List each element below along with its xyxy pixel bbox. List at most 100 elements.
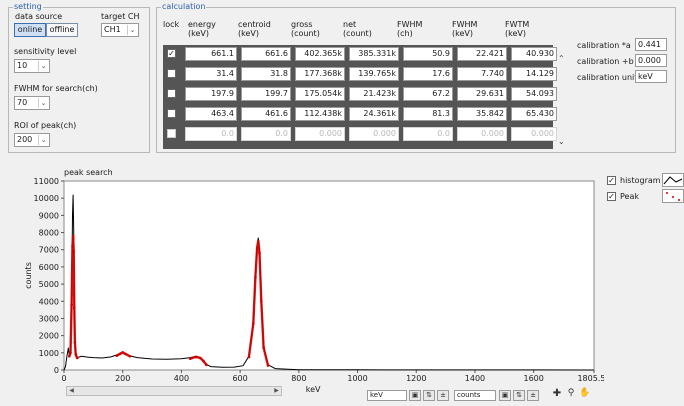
cell-fwhm-ch[interactable]: 50.9: [403, 47, 453, 61]
cell-fwhm-ch[interactable]: 17.6: [403, 67, 453, 81]
cell-net[interactable]: 24.361k: [349, 107, 399, 121]
lock-checkbox[interactable]: [167, 109, 176, 118]
x-unit-field[interactable]: keV: [367, 390, 407, 401]
histogram-legend-checkbox[interactable]: ✓: [607, 176, 616, 185]
cell-fwhm-kev[interactable]: 22.421: [457, 47, 507, 61]
peak-point: [71, 244, 74, 248]
cell-gross[interactable]: 402.365k: [295, 47, 345, 61]
x-autoscale-icon[interactable]: ⇅: [423, 390, 435, 401]
table-row: 0.0 0.0 0.000 0.000 0.0 0.000 0.000: [163, 126, 557, 142]
peak-point: [73, 341, 77, 344]
roi-select[interactable]: 200 ⌄: [14, 133, 50, 147]
peak-point: [118, 352, 122, 356]
scroll-right-icon[interactable]: ▶: [274, 387, 279, 394]
cell-fwhm-ch[interactable]: 67.2: [403, 87, 453, 101]
header-centroid: centroid (keV): [238, 20, 271, 38]
histogram-legend-swatch[interactable]: [662, 173, 684, 187]
cell-net[interactable]: 385.331k: [349, 47, 399, 61]
cell-centroid[interactable]: 0.0: [241, 127, 291, 141]
lock-checkbox[interactable]: [167, 69, 176, 78]
cell-net[interactable]: 21.423k: [349, 87, 399, 101]
x-lock-icon[interactable]: ▣: [409, 390, 421, 401]
x-format-icon[interactable]: ±: [437, 390, 449, 401]
cell-energy[interactable]: 31.4: [185, 67, 237, 81]
y-tick-label: 2000: [39, 332, 59, 341]
calibration-unit-field[interactable]: keV: [635, 70, 667, 83]
cell-centroid[interactable]: 31.8: [241, 67, 291, 81]
target-ch-label: target CH: [101, 12, 140, 21]
cell-centroid[interactable]: 461.6: [241, 107, 291, 121]
peak-point: [247, 355, 251, 359]
peak-point: [202, 359, 205, 363]
peak-point: [124, 352, 127, 356]
cell-fwhm-kev[interactable]: 35.842: [457, 107, 507, 121]
calibration-a-label: calibration *a: [577, 41, 631, 50]
peak-point: [115, 354, 119, 358]
cell-centroid[interactable]: 199.7: [241, 87, 291, 101]
fwhm-search-label: FWHM for search(ch): [14, 84, 98, 93]
plot-background: [63, 180, 595, 371]
roi-value: 200: [17, 135, 33, 144]
y-tick-label: 7000: [39, 246, 59, 255]
y-lock-icon[interactable]: ▣: [499, 390, 511, 401]
header-gross: gross (count): [291, 20, 320, 38]
peak-point: [74, 353, 78, 356]
cursor-icon[interactable]: ✚: [552, 388, 562, 399]
peak-point: [72, 250, 75, 253]
x-tick-label: 200: [115, 374, 130, 383]
lock-checkbox[interactable]: ✓: [167, 49, 176, 58]
cell-gross[interactable]: 175.054k: [295, 87, 345, 101]
offline-button[interactable]: offline: [46, 23, 78, 37]
cell-fwtm[interactable]: 54.093: [511, 87, 557, 101]
y-autoscale-icon[interactable]: ⇅: [513, 390, 525, 401]
cell-fwtm[interactable]: 40.930: [511, 47, 557, 61]
calibration-b-field[interactable]: 0.000: [635, 54, 667, 67]
cell-fwhm-kev[interactable]: 0.000: [457, 127, 507, 141]
x-tick-label: 1400: [465, 374, 485, 383]
chevron-down-icon: ⌄: [38, 98, 48, 108]
cell-fwtm[interactable]: 0.000: [511, 127, 557, 141]
cell-energy[interactable]: 463.4: [185, 107, 237, 121]
y-tick-label: 8000: [39, 229, 59, 238]
cell-fwtm[interactable]: 14.129: [511, 67, 557, 81]
cell-fwhm-ch[interactable]: 0.0: [403, 127, 453, 141]
peak-legend-swatch[interactable]: [662, 189, 684, 203]
calibration-a-field[interactable]: 0.441: [635, 38, 667, 51]
cell-fwhm-kev[interactable]: 7.740: [457, 67, 507, 81]
x-axis-label: keV: [306, 385, 321, 394]
cell-gross[interactable]: 112.438k: [295, 107, 345, 121]
cell-fwhm-kev[interactable]: 29.631: [457, 87, 507, 101]
zoom-icon[interactable]: ⚲: [567, 388, 575, 398]
cell-energy[interactable]: 197.9: [185, 87, 237, 101]
cell-gross[interactable]: 0.000: [295, 127, 345, 141]
horizontal-scrollbar[interactable]: ◀ ▶: [66, 386, 282, 396]
fwhm-search-select[interactable]: 70 ⌄: [14, 96, 50, 110]
cell-centroid[interactable]: 661.6: [241, 47, 291, 61]
pan-hand-icon[interactable]: ✋: [579, 388, 591, 398]
cell-gross[interactable]: 177.368k: [295, 67, 345, 81]
calibration-b-label: calibration +b: [577, 57, 634, 66]
peak-point: [258, 251, 261, 255]
lock-checkbox[interactable]: [167, 89, 176, 98]
online-button[interactable]: online: [14, 23, 46, 37]
y-format-icon[interactable]: ±: [527, 390, 539, 401]
target-ch-select[interactable]: CH1 ⌄: [101, 23, 139, 37]
peak-legend-checkbox[interactable]: ✓: [607, 192, 616, 201]
cell-net[interactable]: 0.000: [349, 127, 399, 141]
cell-energy[interactable]: 661.1: [185, 47, 237, 61]
y-axis-label: counts: [24, 262, 33, 289]
lock-checkbox[interactable]: [167, 129, 176, 138]
cell-energy[interactable]: 0.0: [185, 127, 237, 141]
cell-fwhm-ch[interactable]: 81.3: [403, 107, 453, 121]
scroll-up-icon[interactable]: ⌃: [558, 54, 565, 63]
y-tick-label: 6000: [39, 263, 59, 272]
peak-legend-label: Peak: [620, 192, 639, 201]
x-tick-label: 600: [232, 374, 247, 383]
cell-fwtm[interactable]: 65.430: [511, 107, 557, 121]
sensitivity-select[interactable]: 10 ⌄: [14, 59, 50, 73]
peak-point: [254, 275, 257, 279]
cell-net[interactable]: 139.765k: [349, 67, 399, 81]
y-unit-field[interactable]: counts: [454, 390, 496, 401]
scroll-left-icon[interactable]: ◀: [69, 387, 74, 394]
scroll-down-icon[interactable]: ⌄: [558, 137, 565, 146]
